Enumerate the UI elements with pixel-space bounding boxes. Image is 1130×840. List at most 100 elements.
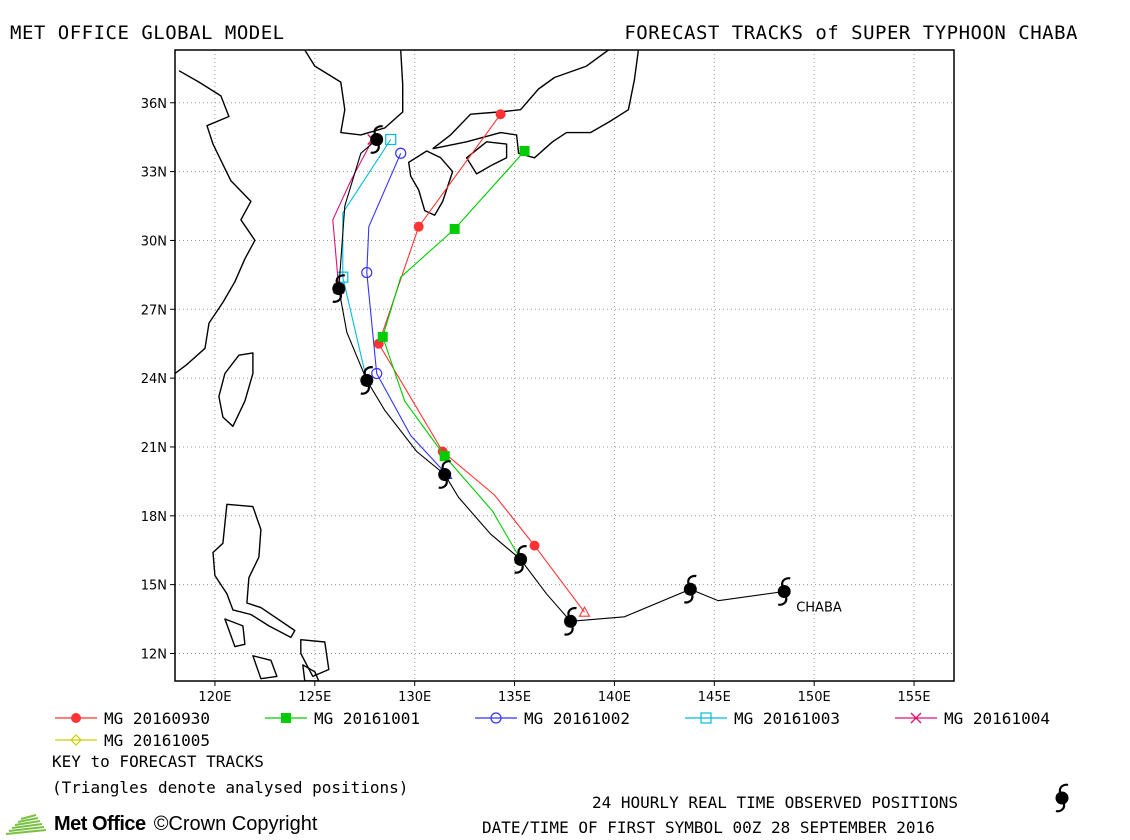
typhoon-core <box>370 133 384 146</box>
coastline-panay <box>252 655 278 680</box>
storm-name-label: CHABA <box>796 601 842 616</box>
tick-label-x: 125E <box>298 690 331 705</box>
forecast-line <box>382 150 526 560</box>
typhoon-core <box>514 552 528 566</box>
typhoon-arm-top <box>335 274 346 283</box>
legend-marker <box>490 712 502 724</box>
typhoon-arm-top <box>363 366 374 375</box>
typhoon-arm-top <box>373 125 384 134</box>
forecast-line <box>332 139 374 289</box>
observed-track: CHABA <box>332 125 842 636</box>
forecast-line <box>342 139 392 381</box>
typhoon-symbol-icon <box>1055 783 1069 813</box>
coastline-honshu-south <box>432 50 640 159</box>
logo-stripe <box>11 823 43 829</box>
legend-label: MG 20161002 <box>524 709 630 728</box>
forecast-point <box>495 109 506 120</box>
coastline-shikoku <box>465 141 508 175</box>
analysed-position-triangle <box>578 606 591 617</box>
axis-ticks: 120E 125E 130E 135E 140E 145E 150E 155E 12N 15N 18… <box>141 97 931 705</box>
crown-copyright: ©Crown Copyright <box>153 812 318 835</box>
forecast-point <box>519 145 530 156</box>
forecast-line <box>366 153 448 475</box>
coastline-leyte <box>302 664 320 681</box>
typhoon-arm-bottom <box>370 145 380 154</box>
coastline-samar <box>300 639 330 678</box>
typhoon-core <box>360 373 374 387</box>
forecast-point <box>529 540 540 551</box>
observed-position <box>438 460 452 489</box>
observed-position <box>514 545 528 574</box>
typhoon-core <box>1055 791 1069 805</box>
legend-marker <box>71 713 81 723</box>
coastline-mindoro <box>224 618 246 648</box>
legend-item-4: MG 20161003 <box>734 709 840 728</box>
typhoon-arm-top <box>1058 783 1069 793</box>
tick-label-y: 27N <box>141 303 167 318</box>
chart-header-right: FORECAST TRACKS of SUPER TYPHOON CHABA <box>624 22 1078 44</box>
forecast-point <box>395 147 407 159</box>
logo-stripe <box>8 826 45 832</box>
tick-label-y: 24N <box>141 372 167 387</box>
legend-item-5: MG 20161004 <box>944 709 1050 728</box>
triangles-note: (Triangles denote analysed positions) <box>52 778 409 797</box>
legend-item-2: MG 20161001 <box>314 709 420 728</box>
coastlines <box>175 50 640 681</box>
tick-label-x: 145E <box>698 690 731 705</box>
tick-label-y: 30N <box>141 234 167 249</box>
legend-label: MG 20161004 <box>944 709 1050 728</box>
observed-position <box>332 274 346 303</box>
typhoon-core <box>777 585 791 598</box>
tick-label-y: 15N <box>141 579 167 594</box>
typhoon-arm-bottom <box>1055 803 1066 813</box>
coastline-kyushu <box>408 150 454 216</box>
tick-label-x: 155E <box>898 690 931 705</box>
forecast-point <box>413 221 424 232</box>
tick-label-y: 21N <box>141 441 167 456</box>
legend-marker <box>700 712 712 724</box>
brand-name: Met Office <box>54 812 146 835</box>
tick-label-y: 18N <box>141 510 167 525</box>
key-title: KEY to FORECAST TRACKS <box>52 752 264 771</box>
legend-item-6: MG 20161005 <box>104 731 210 750</box>
legend-item-3: MG 20161002 <box>524 709 630 728</box>
forecast-point <box>449 223 460 234</box>
observed-position <box>777 577 791 606</box>
legend-label: MG 20161003 <box>734 709 840 728</box>
coastline-luzon <box>212 503 296 639</box>
typhoon-core <box>438 468 452 481</box>
typhoon-arm-bottom <box>683 595 694 604</box>
plot-frame <box>174 49 955 682</box>
observed-note: 24 HOURLY REAL TIME OBSERVED POSITIONS <box>592 793 959 812</box>
forecast-point <box>377 331 388 342</box>
typhoon-arm-top <box>567 606 577 616</box>
forecast-point <box>439 451 450 462</box>
observed-position <box>683 574 697 604</box>
tick-label-y: 12N <box>141 647 167 662</box>
legend-label: MG 20161001 <box>314 709 420 728</box>
coastline-honshu <box>432 50 609 150</box>
typhoon-arm-bottom <box>514 565 524 574</box>
typhoon-arm-bottom <box>438 480 448 489</box>
legend-label: MG 20161005 <box>104 731 210 750</box>
plot-area <box>175 50 954 681</box>
observed-position <box>370 125 384 154</box>
legend-marker <box>281 713 291 723</box>
met-office-logo-mark <box>5 814 47 835</box>
tick-label-x: 120E <box>198 690 231 705</box>
typhoon-arm-top <box>517 545 527 554</box>
tick-label-x: 135E <box>498 690 531 705</box>
typhoon-arm-bottom <box>332 294 342 303</box>
tick-label-y: 36N <box>141 97 167 112</box>
logo-stripe <box>17 817 39 823</box>
coastline-korea <box>304 50 404 136</box>
logo-stripe <box>14 820 41 826</box>
typhoon-core <box>564 614 577 628</box>
typhoon-core <box>683 582 697 596</box>
tick-label-x: 130E <box>398 690 431 705</box>
chart-header-left: MET OFFICE GLOBAL MODEL <box>10 22 285 44</box>
typhoon-core <box>332 282 346 296</box>
legend-marker <box>70 734 82 746</box>
typhoon-arm-bottom <box>564 627 574 636</box>
